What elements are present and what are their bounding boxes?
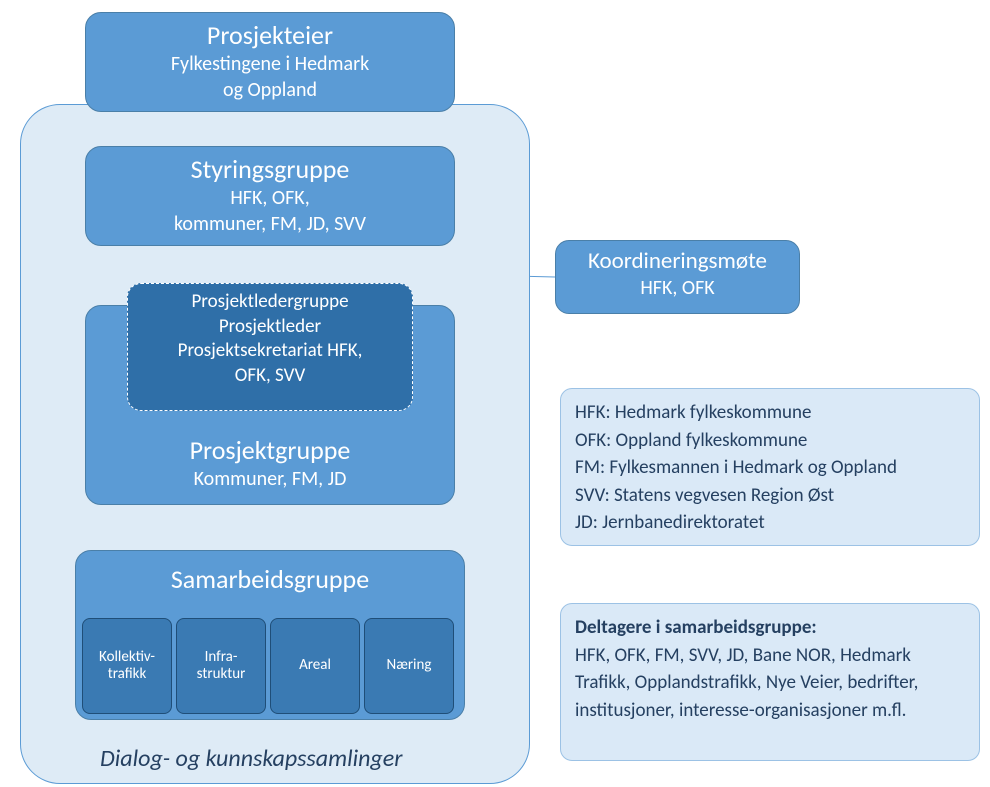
koordinering-title: Koordineringsmøte [556, 247, 799, 275]
samarbeidsgruppe-cell-naering: Næring [364, 618, 454, 714]
cell-label: Kollektiv- trafikk [99, 649, 155, 684]
container-label: Dialog- og kunnskapssamlinger [100, 744, 402, 773]
cell-label: Næring [387, 657, 432, 674]
node-styringsgruppe: Styringsgruppe HFK, OFK, kommuner, FM, J… [85, 146, 455, 246]
prosjekteier-sub2: og Oppland [86, 77, 454, 103]
styringsgruppe-sub1: HFK, OFK, [86, 185, 454, 211]
node-prosjektledergruppe: Prosjektledergruppe Prosjektleder Prosje… [127, 283, 413, 411]
node-prosjekteier: Prosjekteier Fylkestingene i Hedmark og … [85, 12, 455, 112]
cell-label: Infra- struktur [197, 649, 246, 684]
prosjektleder-sub2: Prosjektsekretariat HFK, [128, 339, 412, 364]
prosjektleder-title: Prosjektledergruppe [128, 290, 412, 315]
note-abbreviations: HFK: Hedmark fylkeskommuneOFK: Oppland f… [560, 388, 980, 546]
samarbeidsgruppe-cell-kollektivtrafikk: Kollektiv- trafikk [82, 618, 172, 714]
samarbeidsgruppe-title: Samarbeidsgruppe [76, 563, 464, 595]
node-koordineringsmote: Koordineringsmøte HFK, OFK [555, 240, 800, 314]
styringsgruppe-sub2: kommuner, FM, JD, SVV [86, 211, 454, 237]
styringsgruppe-title: Styringsgruppe [86, 153, 454, 185]
abbreviation-line: JD: Jernbanedirektoratet [575, 509, 965, 537]
abbreviation-line: FM: Fylkesmannen i Hedmark og Oppland [575, 454, 965, 482]
samarbeidsgruppe-cell-infrastruktur: Infra- struktur [176, 618, 266, 714]
abbreviation-line: SVV: Statens vegvesen Region Øst [575, 482, 965, 510]
prosjektleder-sub3: OFK, SVV [128, 364, 412, 389]
note2-title: Deltagere i samarbeidsgruppe: [575, 616, 817, 639]
note-deltagere: Deltagere i samarbeidsgruppe: HFK, OFK, … [560, 603, 980, 761]
prosjektleder-sub1: Prosjektleder [128, 315, 412, 340]
cell-label: Areal [299, 657, 331, 674]
prosjekteier-sub1: Fylkestingene i Hedmark [86, 51, 454, 77]
note2-body: HFK, OFK, FM, SVV, JD, Bane NOR, Hedmark… [575, 644, 918, 722]
abbreviation-line: OFK: Oppland fylkeskommune [575, 427, 965, 455]
abbreviation-line: HFK: Hedmark fylkeskommune [575, 399, 965, 427]
prosjektgruppe-title: Prosjektgruppe [86, 434, 454, 466]
koordinering-sub: HFK, OFK [556, 275, 799, 301]
prosjektgruppe-sub: Kommuner, FM, JD [86, 466, 454, 492]
samarbeidsgruppe-cell-areal: Areal [270, 618, 360, 714]
prosjekteier-title: Prosjekteier [86, 19, 454, 51]
